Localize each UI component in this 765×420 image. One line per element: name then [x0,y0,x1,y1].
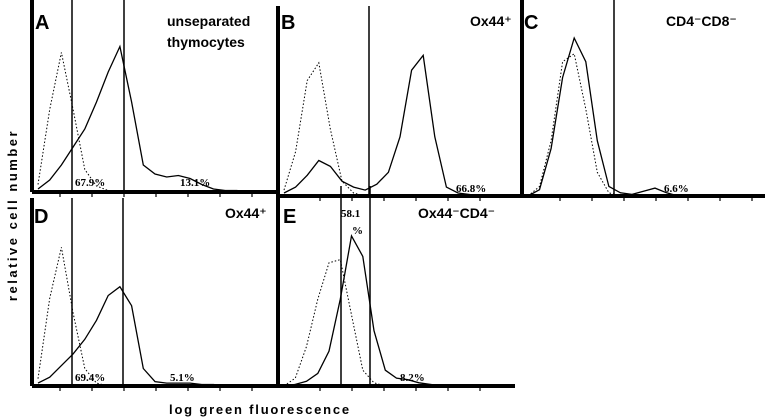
panel-b-title: Ox44⁺ [470,13,512,29]
panel-e-gate-label-2: % [352,225,363,237]
panel-a-title-line-1: unseparated [167,13,250,29]
panel-b-solid-histogram [283,53,516,197]
panel-letter-a: A [35,12,49,34]
panel-letter-e: E [283,206,296,228]
panel-e-gate-label-1: 58.1 [341,208,360,220]
y-axis-label: relative cell number [5,129,20,301]
panel-e-gate-label-3: 8.2% [400,372,425,384]
panel-b-dotted-histogram [283,61,516,197]
panel-e-solid-histogram [283,233,509,387]
panel-c-title: CD4⁻CD8⁻ [666,13,737,29]
panel-d-solid-histogram [37,285,272,387]
panel-d-gate-label-1: 69.4% [75,372,105,384]
panel-a-gate-label-1: 67.9% [75,177,105,189]
x-axis-label: log green fluorescence [169,402,351,417]
panel-letter-c: C [524,12,538,34]
panel-c-solid-histogram [527,36,759,197]
panel-e-title: Ox44⁻CD4⁻ [418,205,495,221]
panel-a-gate-label-2: 13.1% [180,177,210,189]
panel-d-gate-label-2: 5.1% [170,372,195,384]
panel-d-dotted-histogram [37,247,272,387]
panel-b-gate-label-1: 66.8% [456,183,486,195]
panel-a-solid-histogram [37,44,272,193]
panels [30,0,765,391]
panel-a-title-line-2: thymocytes [167,34,245,50]
panel-d-title: Ox44⁺ [225,205,267,221]
panel-letter-d: D [34,206,48,228]
panel-a-dotted-histogram [37,52,272,193]
panel-e-dotted-histogram [283,258,509,387]
panel-letter-b: B [281,12,295,34]
panel-c-gate-label-1: 6.6% [664,183,689,195]
